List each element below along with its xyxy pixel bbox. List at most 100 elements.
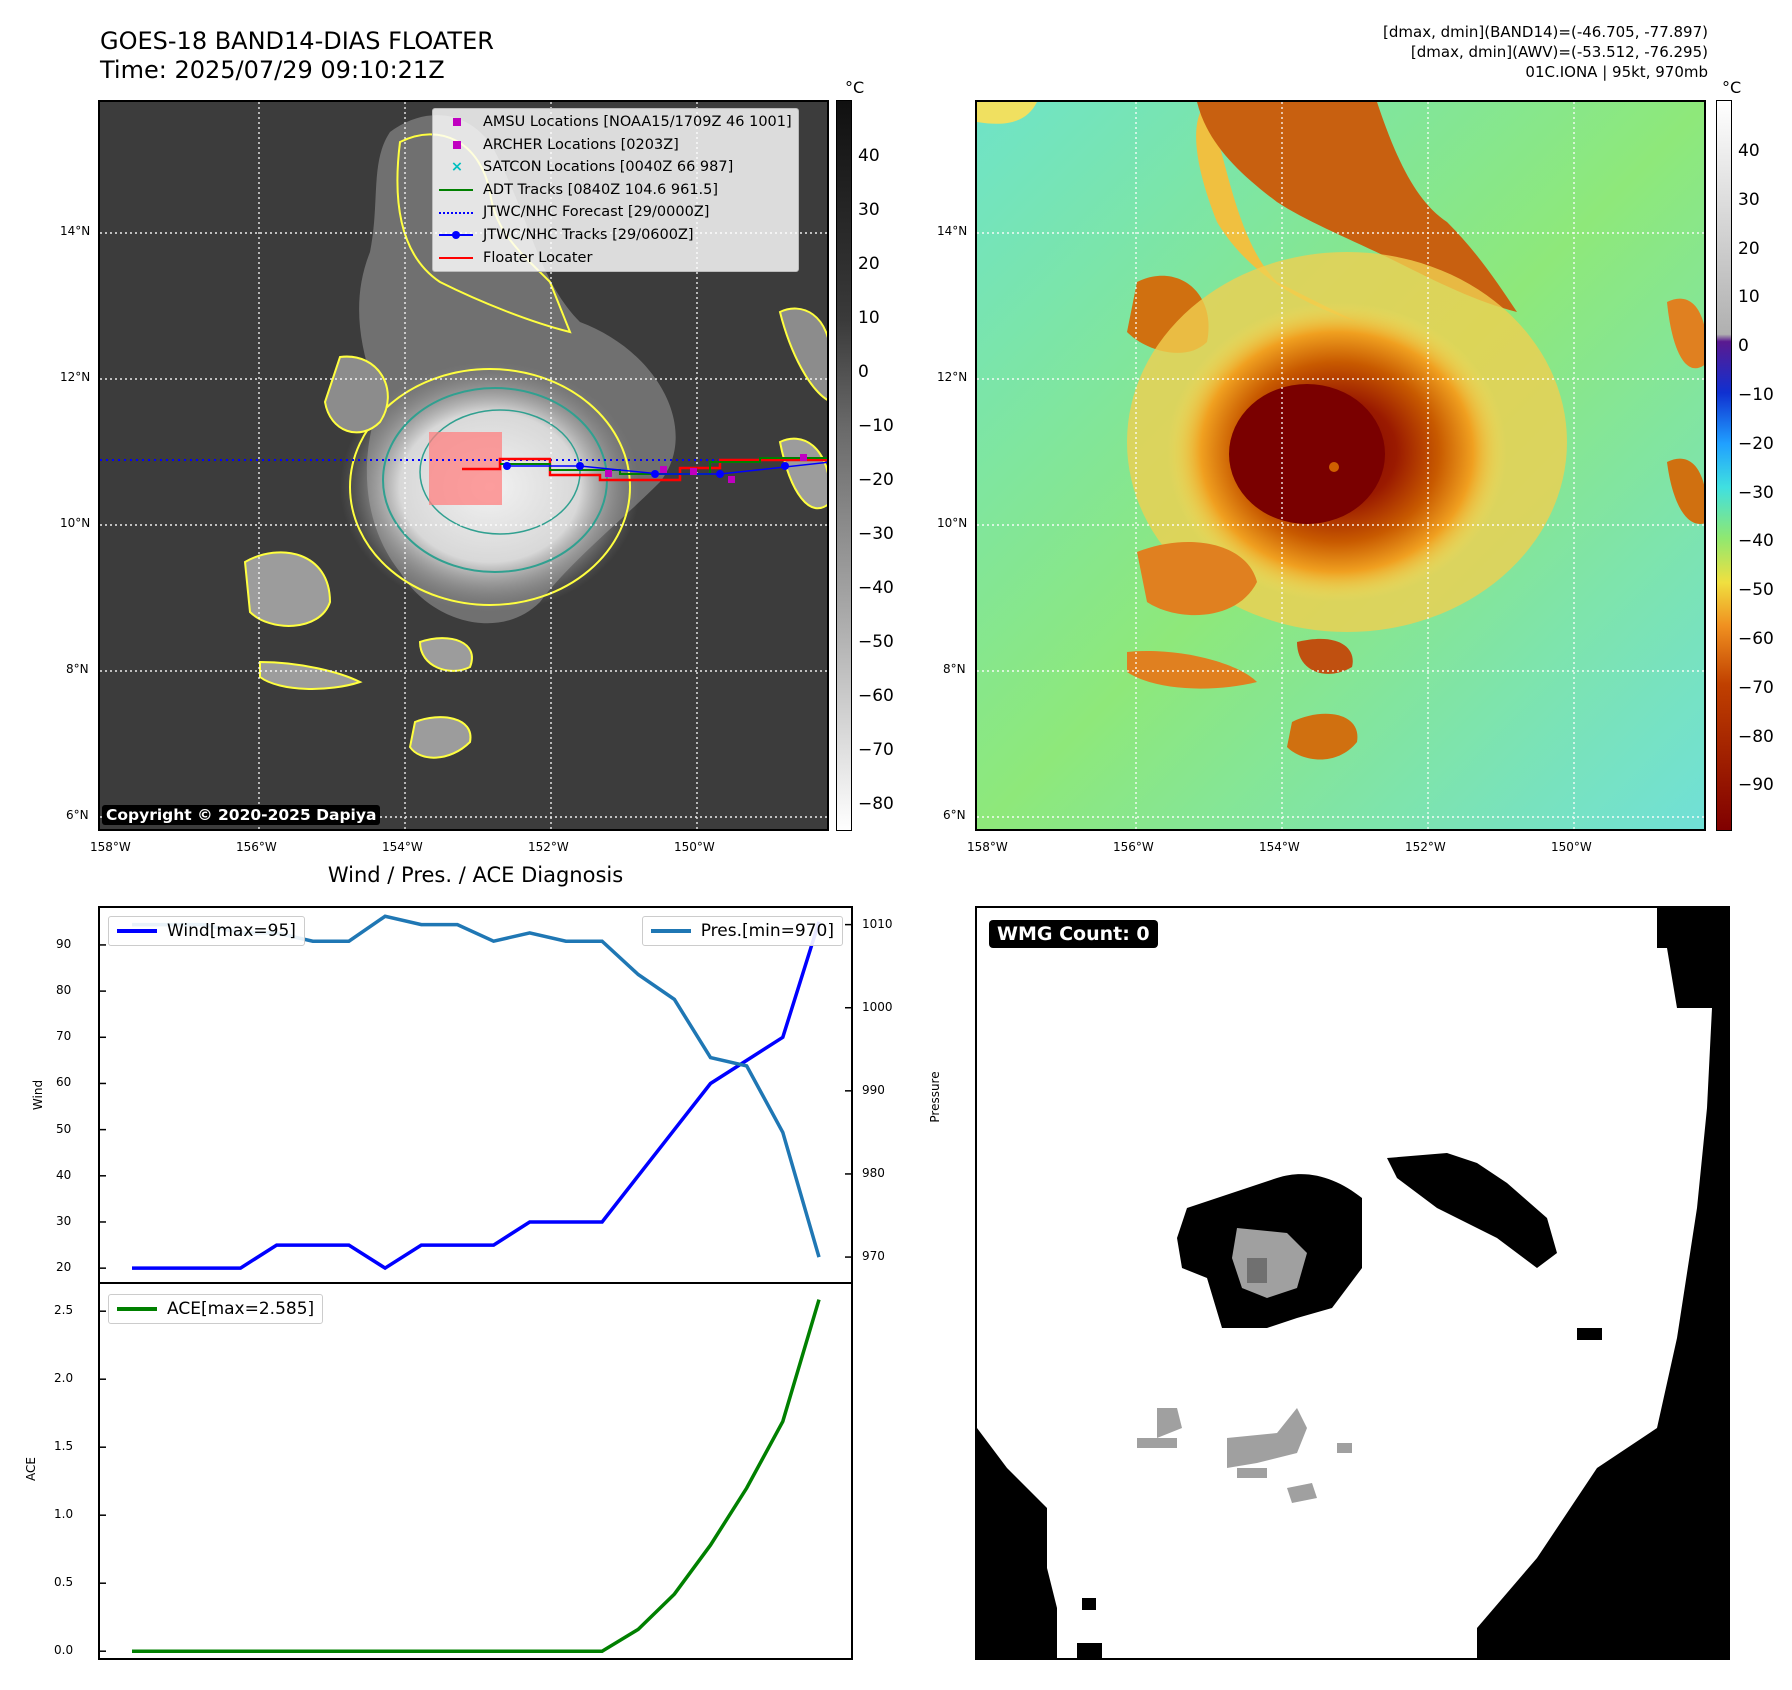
square-marker-icon [437, 138, 477, 152]
lat-label: 6°N [943, 808, 966, 822]
legend-adt: ADT Tracks [0840Z 104.6 961.5] [437, 179, 792, 202]
line-marker-icon [437, 183, 477, 197]
colorbar-tick-label: 10 [858, 308, 880, 328]
colorbar-tick-label: −70 [858, 740, 894, 760]
lon-label: 152°W [528, 840, 569, 854]
lon-label: 154°W [382, 840, 423, 854]
wind-legend: Wind[max=95] [108, 916, 305, 946]
colorbar-tick-label: 20 [858, 254, 880, 274]
meta-awv: [dmax, dmin](AWV)=(-53.512, -76.295) [1410, 43, 1708, 61]
lat-label: 10°N [60, 516, 91, 530]
pressure-axis-label: Pressure [928, 1071, 942, 1123]
wmg-mask [977, 908, 1728, 1658]
lon-label: 156°W [236, 840, 277, 854]
lat-label: 12°N [60, 370, 91, 384]
pressure-tick-label: 980 [862, 1165, 885, 1180]
colorbar-tick-label: 40 [1738, 141, 1760, 161]
lat-label: 14°N [60, 224, 91, 238]
legend-satcon-label: SATCON Locations [0040Z 66 987] [483, 159, 734, 176]
legend-tracks-label: JTWC/NHC Tracks [29/0600Z] [483, 226, 694, 243]
lon-label: 154°W [1259, 840, 1300, 854]
wind-tick-label: 50 [56, 1121, 72, 1136]
legend-archer: ARCHER Locations [0203Z] [437, 134, 792, 157]
colorbar-tick-label: −20 [858, 470, 894, 490]
copyright-badge: Copyright © 2020-2025 Dapiya [102, 805, 381, 825]
legend-amsu: AMSU Locations [NOAA15/1709Z 46 1001] [437, 111, 792, 134]
map-title: GOES-18 BAND14-DIAS FLOATER [100, 27, 494, 55]
diagnosis-title: Wind / Pres. / ACE Diagnosis [327, 863, 624, 887]
colorbar-tick-label: −60 [1738, 629, 1774, 649]
map-time: Time: 2025/07/29 09:10:21Z [100, 56, 445, 84]
wind-tick-label: 80 [56, 983, 72, 998]
lat-label: 12°N [937, 370, 968, 384]
ace-tick-label: 2.0 [54, 1371, 74, 1386]
colorbar-tick-label: 10 [1738, 287, 1760, 308]
line-marker-icon [117, 929, 157, 933]
pressure-tick-label: 970 [862, 1249, 885, 1264]
colorbar-tick-label: −80 [858, 794, 894, 814]
colorbar-tick-label: −60 [858, 686, 894, 706]
legend-floater: Floater Locater [437, 247, 792, 270]
colorbar-right-unit: °C [1722, 78, 1742, 97]
map-legend: AMSU Locations [NOAA15/1709Z 46 1001] AR… [432, 108, 799, 273]
legend-amsu-label: AMSU Locations [NOAA15/1709Z 46 1001] [483, 114, 792, 130]
wind-pressure-panel: Wind[max=95] Pres.[min=970] [98, 906, 853, 1284]
colorbar-tick-label: 40 [858, 146, 880, 166]
colorbar-tick-label: −50 [858, 632, 894, 652]
colorbar-tick-label: −20 [1738, 433, 1774, 454]
legend-adt-label: ADT Tracks [0840Z 104.6 961.5] [483, 181, 719, 198]
ir-map: AMSU Locations [NOAA15/1709Z 46 1001] AR… [98, 100, 829, 831]
wind-pressure-plot [100, 914, 851, 1271]
wind-tick-label: 70 [56, 1029, 72, 1044]
colorbar-right [1716, 100, 1732, 831]
legend-satcon: × SATCON Locations [0040Z 66 987] [437, 156, 792, 179]
wind-series-line [132, 921, 821, 1271]
ace-tick-label: 1.0 [54, 1507, 74, 1522]
wmg-panel: WMG Count: 0 [975, 906, 1730, 1660]
pressure-legend-label: Pres.[min=970] [700, 921, 834, 941]
wmg-count-badge: WMG Count: 0 [989, 920, 1158, 948]
ace-legend: ACE[max=2.585] [108, 1294, 324, 1324]
wind-axis-label: Wind [31, 1079, 45, 1111]
colorbar-tick-label: −30 [858, 524, 894, 544]
pressure-tick-label: 1000 [862, 999, 893, 1014]
wind-tick-label: 60 [56, 1075, 72, 1090]
line-dot-icon [437, 228, 477, 242]
colorbar-tick-label: 30 [1738, 189, 1760, 210]
colorbar-tick-label: 0 [1738, 336, 1749, 357]
pressure-legend: Pres.[min=970] [641, 916, 843, 946]
wind-tick-label: 40 [56, 1167, 72, 1182]
colorbar-tick-label: −10 [1738, 385, 1774, 405]
ace-axis-label: ACE [24, 1457, 38, 1481]
line-marker-icon [437, 251, 477, 265]
legend-archer-label: ARCHER Locations [0203Z] [483, 136, 679, 153]
ace-tick-label: 0.0 [54, 1643, 74, 1658]
pressure-series-line [132, 914, 821, 1258]
colorbar-tick-label: −90 [1738, 775, 1774, 796]
lon-label: 150°W [674, 840, 715, 854]
lon-label: 150°W [1551, 840, 1592, 854]
legend-floater-label: Floater Locater [483, 249, 593, 266]
colorbar-tick-label: −80 [1738, 726, 1774, 747]
ace-series-line [132, 1299, 821, 1653]
ace-tick-label: 1.5 [54, 1439, 74, 1454]
colorbar-tick-label: −30 [1738, 482, 1774, 503]
line-marker-icon [117, 1307, 157, 1311]
legend-forecast: JTWC/NHC Forecast [29/0000Z] [437, 201, 792, 224]
x-marker-icon: × [450, 159, 464, 176]
lon-label: 158°W [967, 840, 1008, 854]
legend-forecast-label: JTWC/NHC Forecast [29/0000Z] [483, 204, 710, 221]
colorbar-tick-label: −10 [858, 416, 894, 436]
lat-label: 8°N [66, 662, 89, 676]
lat-label: 8°N [943, 662, 966, 676]
colorbar-left-unit: °C [845, 78, 865, 97]
ace-legend-label: ACE[max=2.585] [167, 1299, 315, 1319]
line-marker-icon [650, 929, 691, 933]
ace-plot [100, 1299, 821, 1653]
ace-tick-label: 0.5 [54, 1575, 74, 1590]
colorbar-tick-label: 30 [858, 200, 880, 220]
colorbar-tick-label: 20 [1738, 238, 1760, 259]
pressure-tick-label: 1010 [862, 916, 893, 931]
ace-tick-label: 2.5 [54, 1303, 74, 1318]
lat-label: 6°N [66, 808, 89, 822]
